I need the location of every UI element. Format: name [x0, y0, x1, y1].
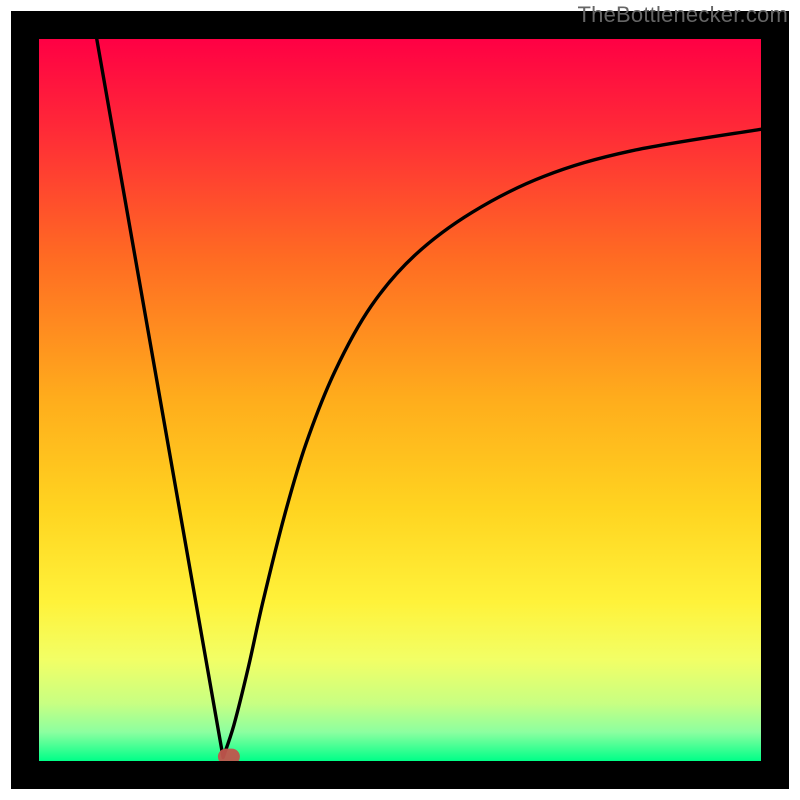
chart-svg — [0, 0, 800, 800]
watermark-text: TheBottlenecker.com — [578, 2, 788, 28]
chart-root: TheBottlenecker.com — [0, 0, 800, 800]
